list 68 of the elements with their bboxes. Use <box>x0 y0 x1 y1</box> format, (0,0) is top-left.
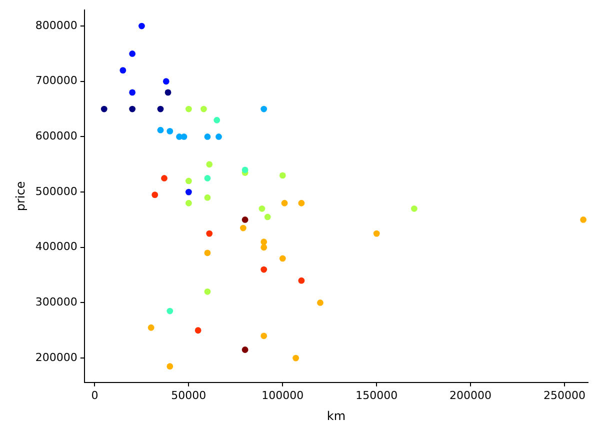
point <box>204 250 211 256</box>
y-tick-label: 700000 <box>35 74 78 88</box>
point <box>242 216 248 223</box>
point <box>317 300 324 306</box>
point <box>185 178 192 184</box>
point <box>242 346 248 353</box>
point <box>279 172 286 179</box>
point <box>129 50 136 57</box>
point <box>194 327 202 334</box>
point <box>204 194 211 201</box>
point <box>157 126 164 134</box>
point <box>138 22 145 30</box>
point <box>200 106 207 112</box>
point <box>185 200 192 206</box>
point <box>216 134 222 140</box>
x-tick-label: 150000 <box>356 388 398 402</box>
point <box>260 238 268 246</box>
y-tick-label: 800000 <box>35 18 78 32</box>
point <box>281 200 288 206</box>
point <box>204 134 211 140</box>
point <box>260 106 268 112</box>
y-tick-label: 400000 <box>35 240 78 254</box>
point <box>206 230 213 237</box>
x-tick-label: 100000 <box>262 388 304 402</box>
point <box>410 205 418 212</box>
point <box>166 128 174 134</box>
point <box>157 106 164 112</box>
point <box>292 354 299 362</box>
y-tick-label: 600000 <box>35 130 78 143</box>
point <box>260 266 268 273</box>
point <box>161 175 168 182</box>
point <box>258 205 266 212</box>
point <box>162 78 170 85</box>
point <box>185 188 192 196</box>
x-tick-label: 0 <box>91 388 98 402</box>
point <box>166 308 174 314</box>
point <box>204 175 211 182</box>
point <box>120 67 126 74</box>
point <box>100 106 108 112</box>
point <box>260 244 268 251</box>
point <box>298 200 305 206</box>
point <box>204 288 211 295</box>
point <box>185 106 192 112</box>
x-tick-label: 200000 <box>450 388 492 402</box>
point <box>180 134 188 140</box>
point <box>264 214 271 220</box>
y-axis-title: price <box>13 181 28 212</box>
x-tick-label: 250000 <box>544 388 586 402</box>
point <box>373 230 380 237</box>
point <box>148 324 154 331</box>
point <box>242 166 248 174</box>
point <box>214 116 220 124</box>
x-tick-label: 50000 <box>171 388 206 402</box>
point <box>166 363 174 370</box>
point <box>129 106 136 112</box>
point <box>152 192 158 198</box>
y-tick-label: 200000 <box>35 350 78 364</box>
x-axis-title: km <box>326 408 346 423</box>
y-tick-label: 300000 <box>35 296 78 309</box>
point <box>164 89 172 96</box>
point <box>260 332 268 340</box>
point <box>279 255 286 262</box>
point <box>206 161 213 168</box>
point <box>129 89 136 96</box>
y-tick-label: 500000 <box>35 184 78 198</box>
point <box>240 224 246 232</box>
point <box>580 216 586 223</box>
point <box>298 277 305 284</box>
